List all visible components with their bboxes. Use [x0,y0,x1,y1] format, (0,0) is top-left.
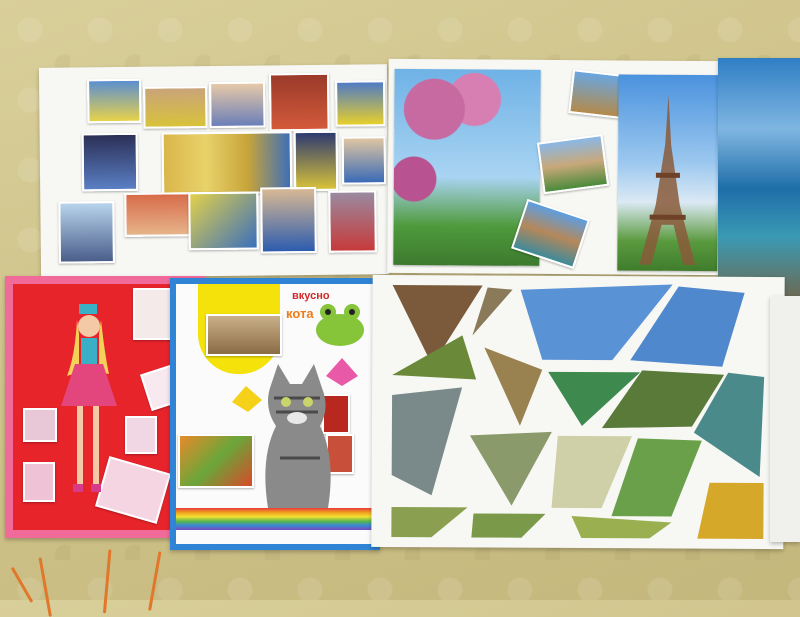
seascape-poster-edge [718,58,800,296]
partial-poster-edge [770,296,800,542]
eiffel-tower-icon [639,94,696,265]
pink-bird-icon [326,358,358,386]
kitten-poster-paper: вкусно кота [176,284,374,544]
kitten-collage-poster: вкусно кота [170,278,380,550]
athlete-photo [81,132,139,192]
tasty-text: вкусно [292,290,330,302]
product-box-photo [206,314,282,356]
doll-figure-icon [61,304,117,492]
vegetables-photo [178,434,254,488]
fashion-sticker [125,416,157,454]
kota-text: кота [286,306,314,321]
athlete-photo [143,86,208,129]
frog-icon [316,304,364,346]
athletes-collage-poster [38,64,390,278]
athlete-photo [293,130,339,192]
athlete-photo [58,201,115,264]
athlete-photo [328,190,377,253]
eiffel-tower-photo [617,74,719,272]
coffee-can-photo [326,434,354,474]
rainbow-strip [176,508,374,530]
athlete-photo [335,80,386,127]
landscape-mosaic-poster [371,274,785,550]
athlete-photo [87,78,142,124]
yellow-bird-icon [232,386,262,412]
travel-collage-poster [387,58,721,276]
athlete-group-photo [161,131,293,195]
mosaic-shards-icon [391,284,765,539]
athlete-photo [209,81,266,129]
athlete-photo [260,186,317,254]
kitten-figure-icon [265,364,331,508]
fashion-sticker [23,462,55,502]
athlete-photo [341,136,387,185]
castle-photo [536,133,610,195]
athlete-photo [188,191,259,251]
fashion-sticker [23,408,57,442]
athlete-photo [268,72,330,132]
athlete-photo [124,192,193,237]
